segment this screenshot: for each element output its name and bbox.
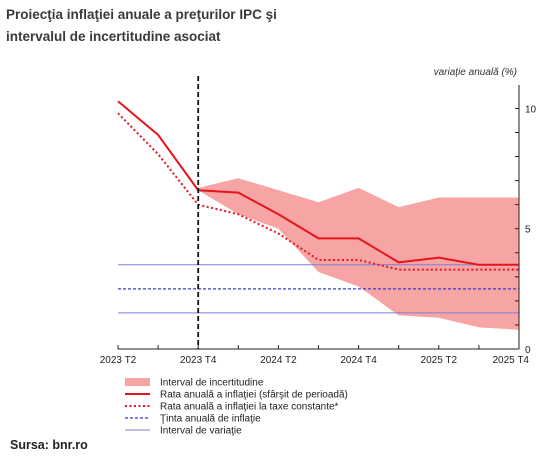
chart-title: Proiecţia inflaţiei anuale a preţurilor … <box>6 4 346 48</box>
legend-item-uncertainty: Interval de incertitudine <box>125 378 264 389</box>
legend-label: Rata anuală a inflaţiei la taxe constant… <box>160 402 339 413</box>
legend-item-constant-tax: Rata anuală a inflaţiei la taxe constant… <box>125 402 339 413</box>
axes-layer: 0 5 10 2023 T2 2023 T4 2024 T2 2024 T4 2025 T2 2… <box>100 85 537 366</box>
x-tick-label-5: 2025 T4 <box>492 355 529 366</box>
legend-label: Rata anuală a inflaţiei (sfârşit de peri… <box>160 390 348 401</box>
legend-item-target: Ţinta anuală de inflaţie <box>125 414 261 425</box>
uncertainty-band <box>198 178 519 330</box>
y-tick-label-10: 10 <box>525 104 537 115</box>
constant-tax-inflation-line <box>117 112 519 271</box>
reference-lines-layer <box>118 264 519 314</box>
x-tick-label-1: 2023 T4 <box>180 355 217 366</box>
legend-label: Interval de incertitudine <box>160 378 264 389</box>
legend-label: Ţinta anuală de inflaţie <box>160 414 261 425</box>
chart-title-line-1: Proiecţia inflaţiei anuale a preţurilor … <box>6 7 277 22</box>
x-tick-label-2: 2024 T2 <box>260 355 297 366</box>
y-tick-label-5: 5 <box>525 225 531 236</box>
legend-item-variation-interval: Interval de variaţie <box>125 426 242 437</box>
y-tick-label-0: 0 <box>525 345 531 356</box>
x-tick-label-0: 2023 T2 <box>100 355 137 366</box>
chart-title-line-2: intervalul de incertitudine asociat <box>6 29 221 44</box>
source-note: Sursa: bnr.ro <box>10 438 88 452</box>
uncertainty-band-layer <box>198 178 519 330</box>
x-tick-label-4: 2025 T2 <box>421 355 458 366</box>
legend-item-headline: Rata anuală a inflaţiei (sfârşit de peri… <box>125 390 348 401</box>
series-layer <box>117 76 520 349</box>
legend-swatch-uncertainty <box>125 378 150 386</box>
y-axis-unit-label: variaţie anuală (%) <box>434 67 517 78</box>
legend-label: Interval de variaţie <box>160 426 242 437</box>
x-tick-label-3: 2024 T4 <box>340 355 377 366</box>
